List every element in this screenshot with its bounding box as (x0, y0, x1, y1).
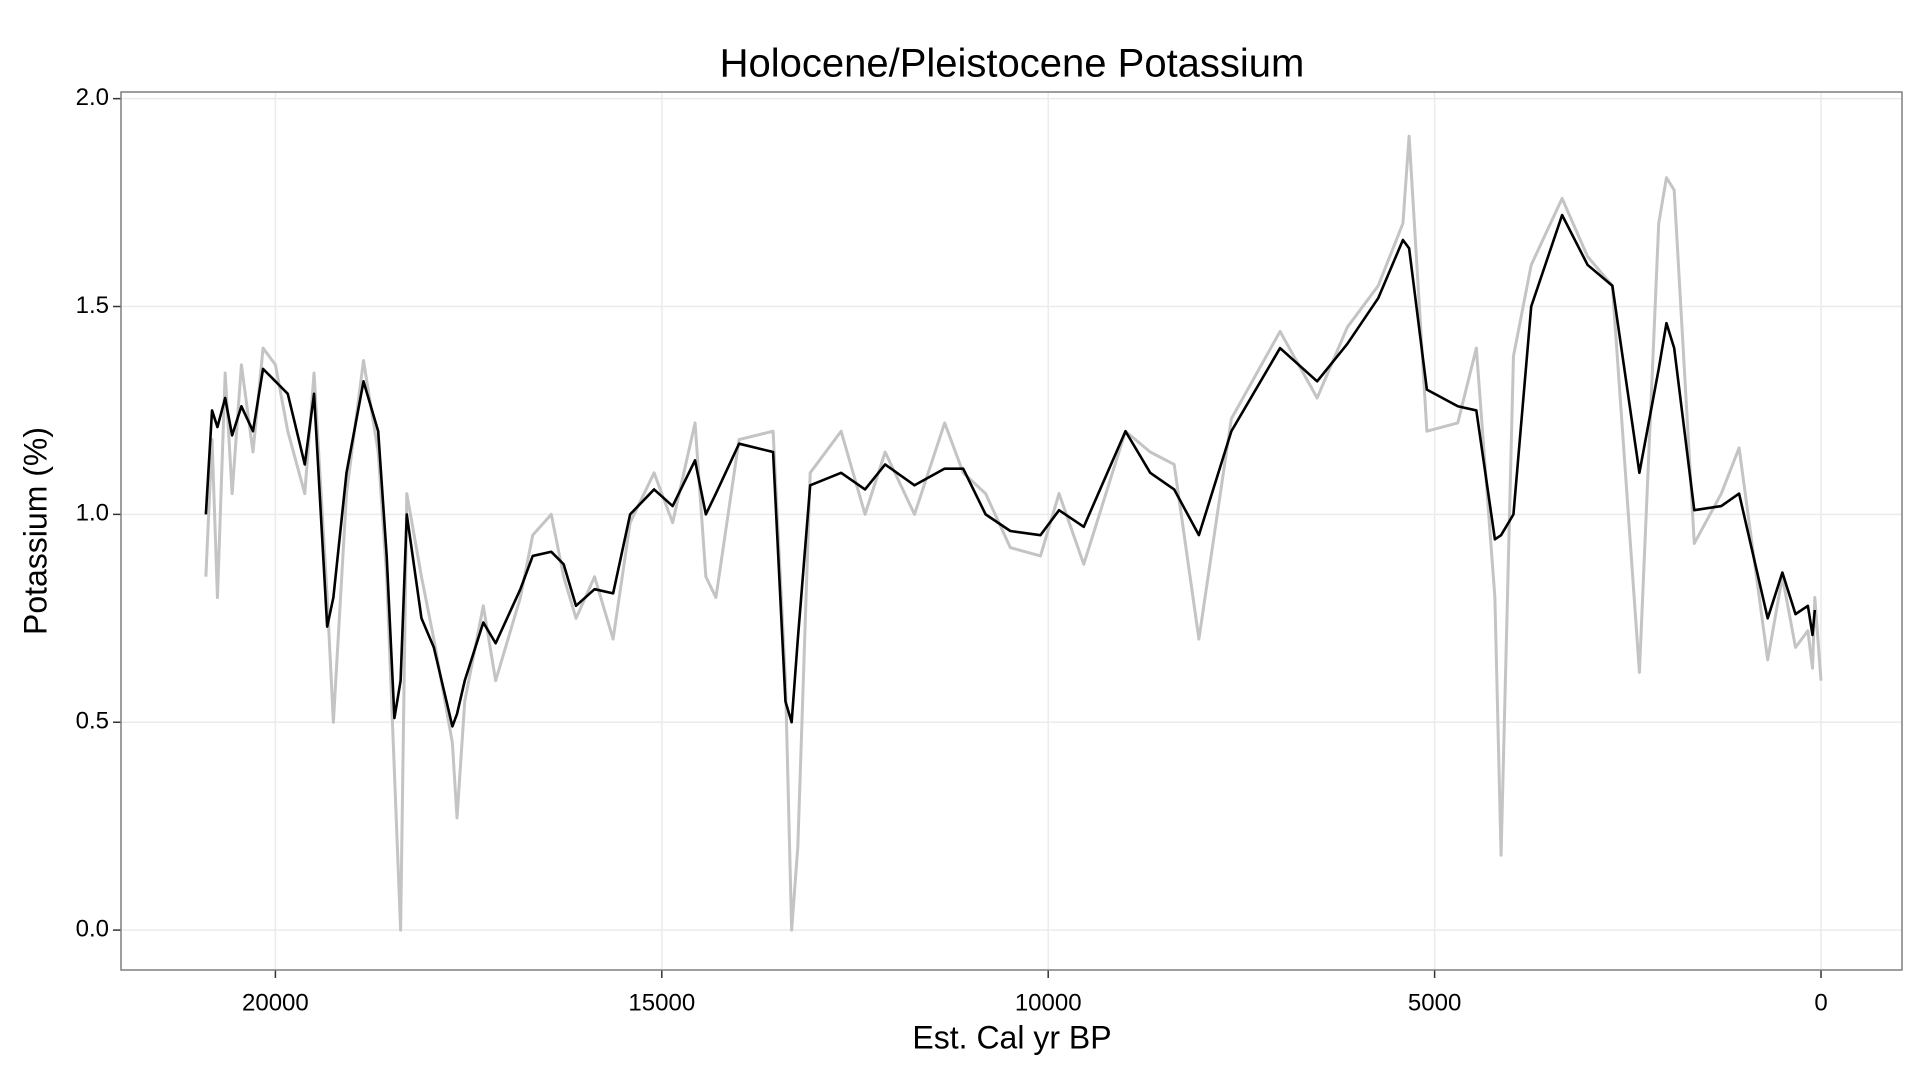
x-tick-label: 10000 (1015, 989, 1082, 1016)
data-line (204, 134, 1823, 932)
y-tick-label: 1.0 (76, 500, 109, 527)
y-tick-label: 0.0 (76, 915, 109, 942)
x-tick-label: 0 (1814, 989, 1827, 1016)
y-tick-label: 1.5 (76, 292, 109, 319)
chart-title: Holocene/Pleistocene Potassium (720, 42, 1305, 86)
y-tick-label: 0.5 (76, 708, 109, 735)
x-axis-title: Est. Cal yr BP (912, 1019, 1111, 1055)
plot-border (120, 91, 1903, 971)
y-tick-label: 2.0 (76, 84, 109, 111)
data-line (204, 213, 1817, 728)
y-axis-title: Potassium (%) (17, 427, 53, 635)
x-tick-label: 5000 (1408, 989, 1461, 1016)
x-tick-label: 20000 (242, 989, 309, 1016)
x-tick-label: 15000 (628, 989, 695, 1016)
